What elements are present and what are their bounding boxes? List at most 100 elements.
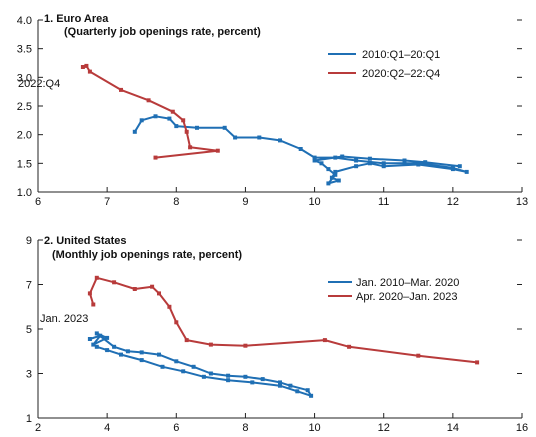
series-point — [105, 335, 110, 340]
series-point — [288, 383, 293, 388]
series-point — [423, 160, 428, 165]
x-tick-label: 7 — [104, 196, 110, 208]
series-point — [98, 333, 103, 338]
y-tick-label: 5 — [26, 324, 32, 336]
x-tick-label: 16 — [516, 422, 528, 434]
y-tick-label: 3.0 — [17, 72, 32, 84]
series-point — [208, 371, 213, 376]
series-point — [87, 291, 92, 296]
series-point — [278, 380, 282, 385]
series-point — [174, 320, 179, 325]
euro-area-axes: 1.0 1.5 2.0 2.5 3.0 3.5 4.0 6 7 8 9 10 11 12 13 — [17, 15, 528, 208]
series-point — [188, 145, 193, 150]
series-point — [243, 343, 248, 348]
x-tick-label: 9 — [242, 196, 248, 208]
annotation-jan2023: Jan. 2023 — [40, 313, 88, 325]
x-tick-label: 8 — [173, 196, 179, 208]
euro-area-panel: 1. Euro Area (Quarterly job openings rat… — [17, 13, 528, 208]
series-point — [226, 378, 231, 383]
series-point — [322, 338, 327, 343]
series-point — [257, 135, 262, 140]
x-tick-label: 11 — [378, 196, 389, 208]
series-point — [222, 125, 227, 130]
series-point — [319, 161, 324, 166]
series-point — [167, 116, 172, 121]
x-tick-label: 6 — [35, 196, 41, 208]
series-point — [295, 389, 300, 394]
united-states-title: 2. United States — [44, 235, 127, 247]
series-point — [381, 161, 386, 166]
series-point — [91, 302, 96, 307]
series-point — [170, 109, 175, 114]
y-tick-label: 7 — [26, 280, 32, 292]
series-point — [174, 359, 179, 364]
united-states-legend: Jan. 2010–Mar. 2020 Apr. 2020–Jan. 2023 — [328, 277, 459, 303]
series-point — [94, 275, 99, 280]
series-point — [139, 358, 144, 363]
euro-area-title: 1. Euro Area — [44, 13, 109, 25]
series-point — [354, 158, 359, 163]
series-line-1 — [82, 64, 219, 159]
united-states-series — [87, 275, 480, 398]
series-point — [87, 337, 92, 341]
series-point — [416, 353, 421, 358]
series-point — [329, 175, 334, 180]
series-point — [119, 87, 123, 92]
y-tick-label: 2.5 — [17, 101, 32, 113]
series-point — [153, 114, 158, 119]
y-tick-label: 3.5 — [17, 44, 32, 56]
series-point — [87, 69, 92, 74]
y-tick-label: 1.0 — [17, 187, 32, 199]
y-tick-label: 1.5 — [17, 158, 32, 170]
series-point — [250, 380, 255, 385]
series-point — [94, 344, 99, 349]
x-tick-label: 12 — [378, 422, 390, 434]
series-point — [195, 125, 199, 130]
series-point — [91, 342, 96, 347]
legend-label-2020q2-22q4: 2020:Q2–22:Q4 — [362, 68, 440, 80]
series-point — [233, 135, 238, 140]
euro-area-series — [80, 63, 469, 186]
series-point — [326, 167, 331, 172]
series-point — [94, 331, 99, 336]
x-tick-label: 13 — [516, 196, 528, 208]
series-point — [312, 155, 317, 160]
legend-label-apr2020-jan2023: Apr. 2020–Jan. 2023 — [356, 291, 458, 303]
series-point — [132, 287, 137, 291]
annotation-2022q4: 2022:Q4 — [18, 78, 60, 90]
series-point — [333, 169, 338, 174]
series-point — [80, 65, 85, 69]
euro-area-subtitle: (Quarterly job openings rate, percent) — [64, 26, 261, 38]
x-tick-label: 8 — [242, 422, 248, 434]
x-tick-label: 14 — [447, 422, 459, 434]
series-point — [84, 63, 89, 68]
series-point — [367, 161, 372, 166]
series-point — [112, 280, 117, 285]
series-line-1 — [88, 276, 478, 364]
series-point — [184, 338, 189, 343]
series-point — [157, 291, 161, 296]
series-point — [260, 377, 265, 382]
series-point — [305, 388, 310, 393]
x-tick-label: 6 — [173, 422, 179, 434]
series-point — [416, 162, 421, 167]
series-point — [150, 284, 155, 289]
series-point — [243, 374, 248, 379]
series-point — [367, 156, 372, 161]
series-point — [157, 352, 161, 357]
y-tick-label: 9 — [26, 235, 32, 247]
united-states-panel: 2. United States (Monthly job openings r… — [26, 235, 528, 434]
united-states-axes: 1 3 5 7 9 2 4 6 8 10 12 14 16 — [26, 235, 528, 434]
x-tick-label: 10 — [308, 196, 320, 208]
series-point — [333, 172, 338, 177]
series-point — [464, 169, 469, 174]
series-point — [215, 148, 220, 153]
series-point — [139, 118, 144, 123]
series-point — [298, 147, 303, 151]
x-tick-label: 12 — [447, 196, 459, 208]
series-point — [450, 167, 455, 172]
x-tick-label: 4 — [104, 422, 110, 434]
series-point — [119, 352, 123, 357]
series-point — [174, 124, 179, 129]
